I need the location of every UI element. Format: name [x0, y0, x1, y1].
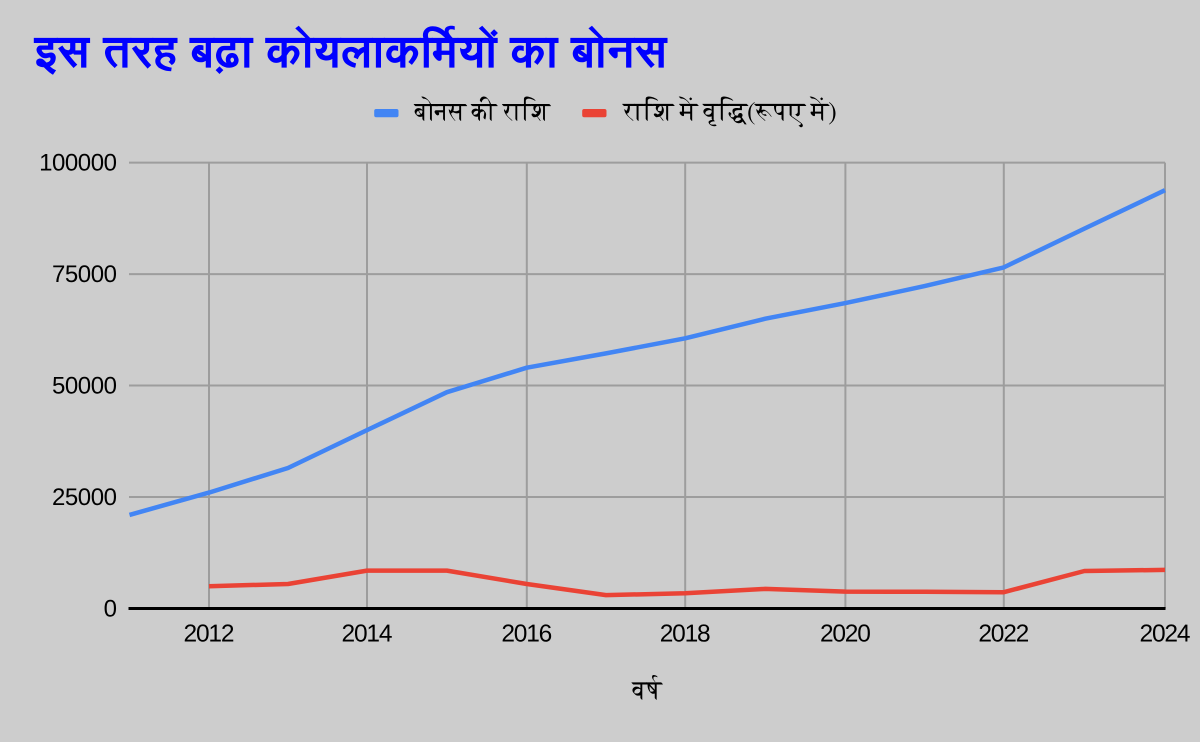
svg-text:25000: 25000: [52, 484, 117, 511]
svg-text:75000: 75000: [52, 261, 117, 288]
svg-text:2022: 2022: [978, 620, 1028, 647]
svg-text:2020: 2020: [820, 620, 870, 647]
svg-text:50000: 50000: [52, 373, 117, 400]
svg-text:2012: 2012: [184, 620, 234, 647]
svg-text:2014: 2014: [342, 620, 392, 647]
svg-text:100000: 100000: [39, 150, 116, 177]
svg-text:2024: 2024: [1140, 620, 1190, 647]
svg-text:2016: 2016: [501, 620, 551, 647]
svg-text:2018: 2018: [660, 620, 710, 647]
svg-text:0: 0: [104, 596, 117, 623]
